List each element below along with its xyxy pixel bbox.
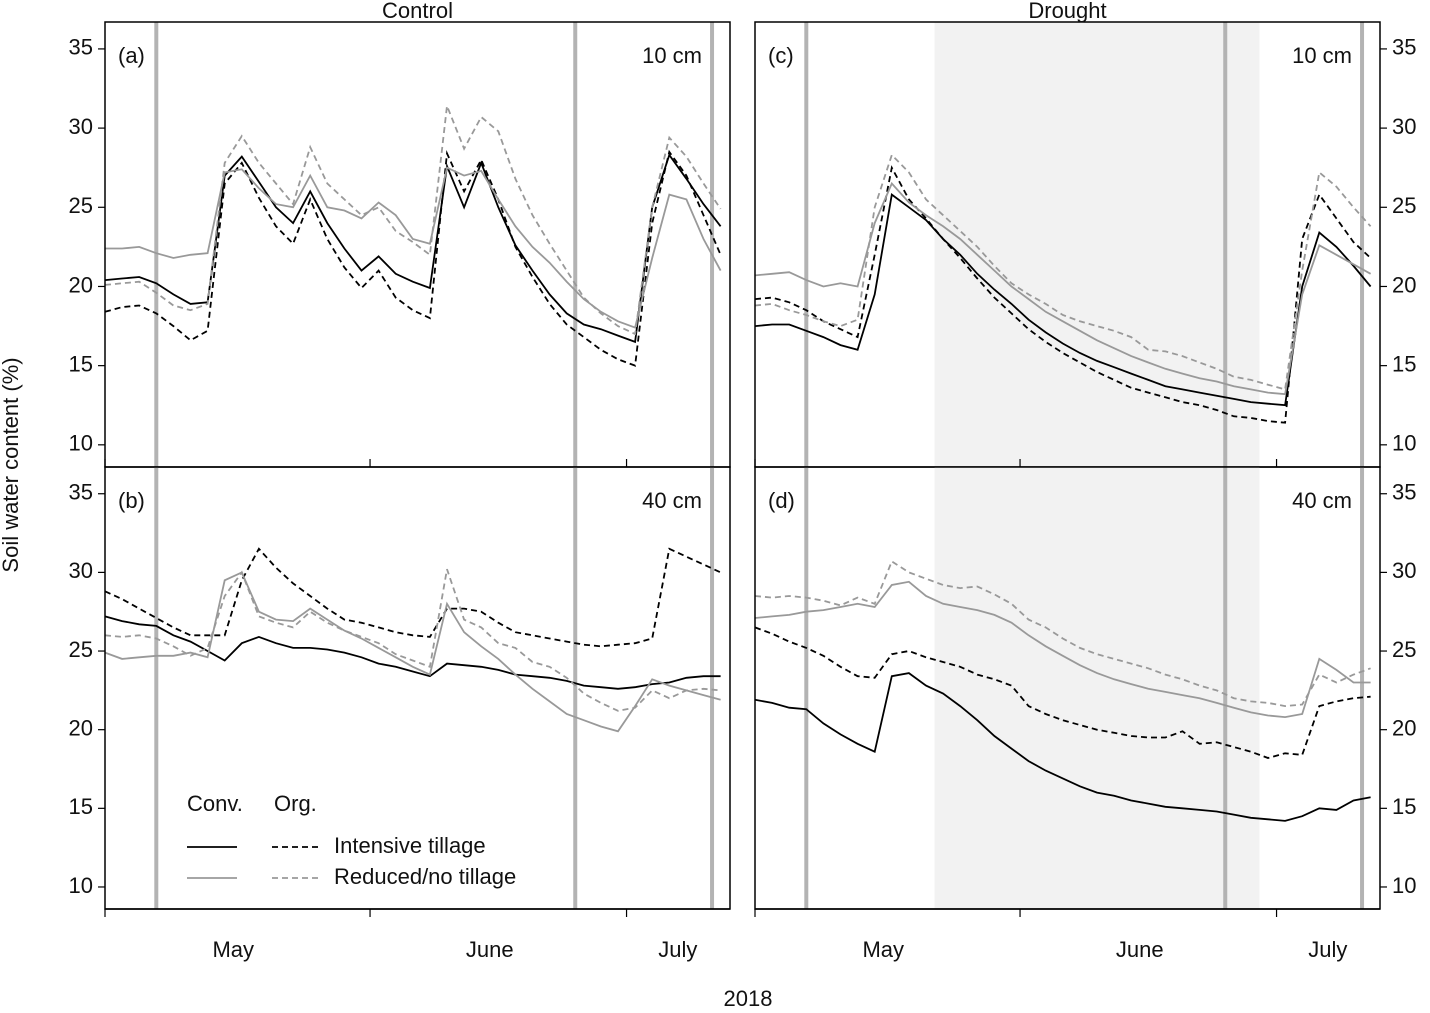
panel-label: (b): [118, 488, 145, 513]
depth-label: 10 cm: [1292, 43, 1352, 68]
y-tick-label: 35: [69, 35, 93, 60]
series-line: [104, 615, 721, 690]
y-tick-label: 25: [69, 637, 93, 662]
y-tick-label: 10: [69, 873, 93, 898]
series-line: [105, 166, 722, 329]
y-tick-label: 25: [69, 193, 93, 218]
y-tick-label: 10: [1392, 431, 1416, 456]
series-line: [754, 560, 1371, 708]
y-tick-label: 20: [69, 715, 93, 740]
y-tick-label: 30: [1392, 114, 1416, 139]
x-axis-label: 2018: [724, 986, 773, 1011]
y-tick-label: 35: [1392, 480, 1416, 505]
series-line: [104, 105, 722, 336]
y-tick-label: 15: [1392, 351, 1416, 376]
series-line: [754, 580, 1371, 719]
panel-label: (a): [118, 43, 145, 68]
legend-header: Conv.: [187, 791, 243, 816]
y-tick-label: 30: [1392, 558, 1416, 583]
y-tick-label: 30: [69, 558, 93, 583]
y-tick-label: 20: [69, 272, 93, 297]
series-line: [104, 149, 722, 367]
series-line: [754, 181, 1372, 396]
depth-label: 40 cm: [1292, 488, 1352, 513]
column-title: Drought: [1028, 0, 1106, 23]
y-tick-label: 35: [1392, 35, 1416, 60]
drought-period: [934, 22, 1260, 467]
y-tick-label: 25: [1392, 637, 1416, 662]
depth-label: 40 cm: [642, 488, 702, 513]
y-tick-label: 30: [69, 114, 93, 139]
drought-period: [934, 467, 1260, 909]
depth-label: 10 cm: [642, 43, 702, 68]
panel-label: (d): [768, 488, 795, 513]
series-line: [754, 672, 1371, 822]
series-line: [754, 153, 1372, 391]
series-line: [104, 571, 721, 733]
x-tick-label: July: [1308, 937, 1347, 962]
x-tick-label: May: [212, 937, 254, 962]
y-axis-label: Soil water content (%): [0, 357, 23, 572]
y-tick-label: 10: [1392, 873, 1416, 898]
y-tick-label: 10: [69, 431, 93, 456]
y-tick-label: 20: [1392, 715, 1416, 740]
x-tick-label: June: [1116, 937, 1164, 962]
legend-label: Reduced/no tillage: [334, 864, 516, 889]
y-tick-label: 15: [69, 794, 93, 819]
series-line: [104, 568, 721, 712]
y-tick-label: 25: [1392, 193, 1416, 218]
y-tick-label: 15: [1392, 794, 1416, 819]
x-tick-label: June: [466, 937, 514, 962]
series-line: [754, 626, 1371, 759]
series-line: [104, 547, 721, 648]
series-line: [754, 193, 1372, 407]
legend-label: Intensive tillage: [334, 833, 486, 858]
series-line: [754, 165, 1372, 424]
x-tick-label: May: [862, 937, 904, 962]
panel-label: (c): [768, 43, 794, 68]
y-tick-label: 20: [1392, 272, 1416, 297]
y-tick-label: 15: [69, 351, 93, 376]
legend-header: Org.: [274, 791, 317, 816]
column-title: Control: [382, 0, 453, 23]
y-tick-label: 35: [69, 480, 93, 505]
series-line: [104, 153, 722, 344]
x-tick-label: July: [658, 937, 697, 962]
